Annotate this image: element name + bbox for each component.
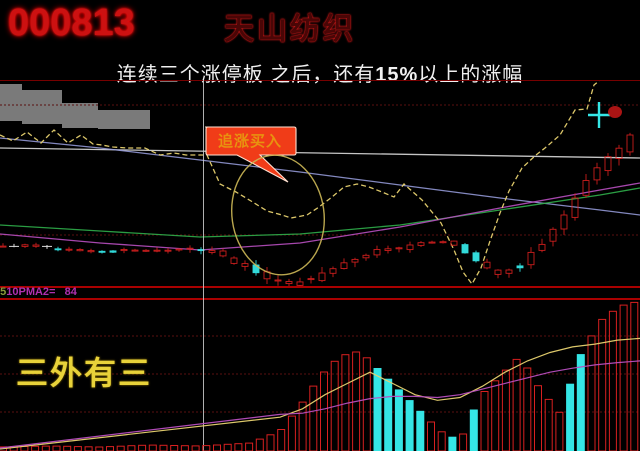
svg-text:追涨买入: 追涨买入 bbox=[218, 132, 282, 150]
